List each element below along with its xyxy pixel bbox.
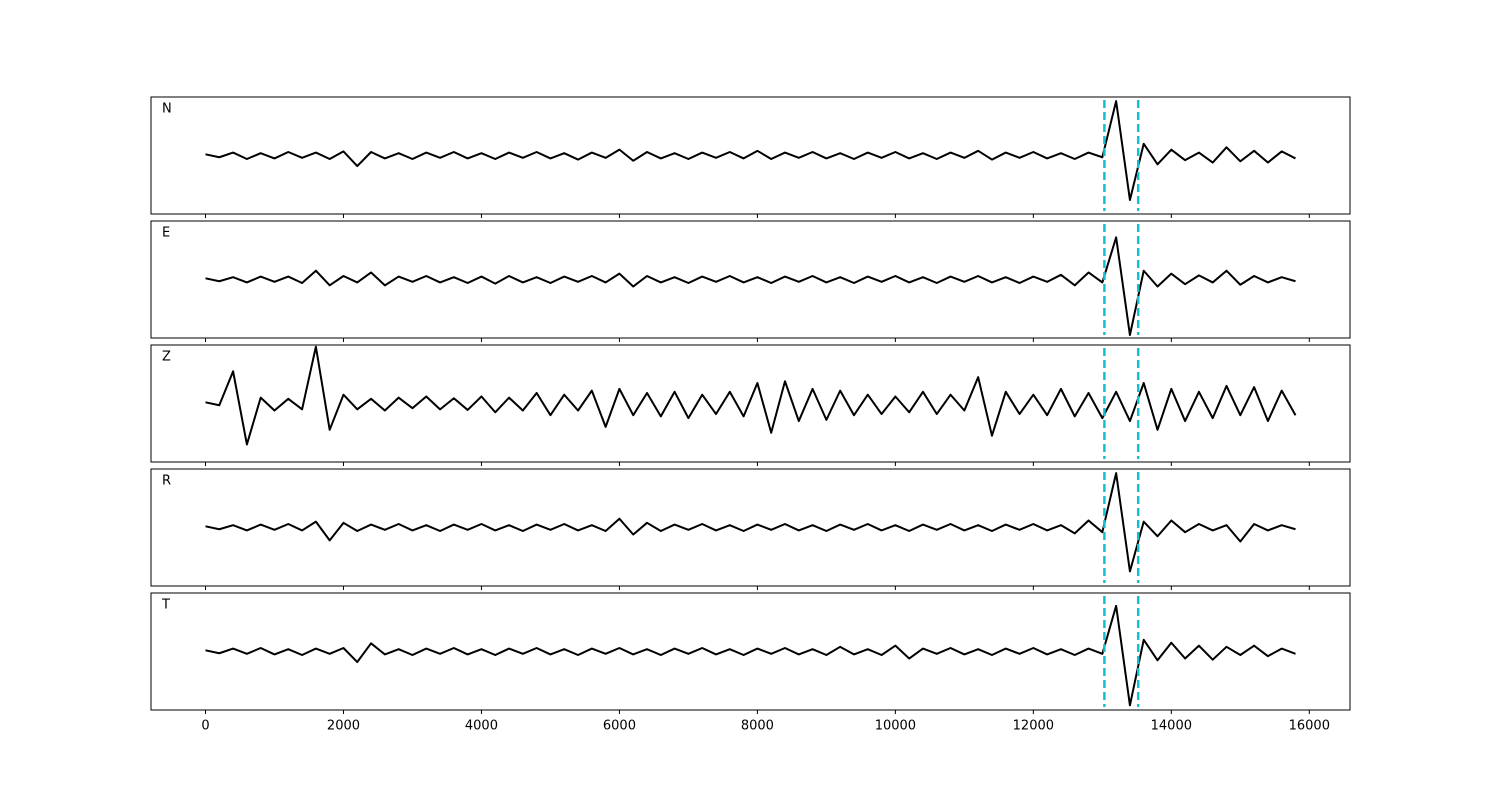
x-tick-label: 4000 xyxy=(465,719,498,734)
x-tick-label: 12000 xyxy=(1013,719,1054,734)
panel-label: R xyxy=(162,474,171,489)
trace xyxy=(205,345,1297,446)
panel-label: Z xyxy=(162,350,171,365)
trace xyxy=(205,236,1296,337)
trace xyxy=(205,472,1296,573)
panel-label: N xyxy=(162,102,172,117)
panel-frame xyxy=(150,592,1351,711)
panel-label: E xyxy=(162,226,170,241)
trace xyxy=(205,100,1296,201)
x-tick-label: 0 xyxy=(201,719,209,734)
x-tick-label: 2000 xyxy=(327,719,360,734)
panel-frame xyxy=(150,344,1351,463)
trace xyxy=(205,604,1296,707)
panel-frame xyxy=(150,220,1351,339)
panel-frame xyxy=(150,468,1351,587)
panel-frame xyxy=(150,96,1351,215)
x-tick-label: 16000 xyxy=(1289,719,1330,734)
panel-label: T xyxy=(161,598,170,613)
x-tick-label: 14000 xyxy=(1151,719,1192,734)
x-tick-label: 6000 xyxy=(603,719,636,734)
x-tick-label: 8000 xyxy=(741,719,774,734)
x-tick-label: 10000 xyxy=(875,719,916,734)
